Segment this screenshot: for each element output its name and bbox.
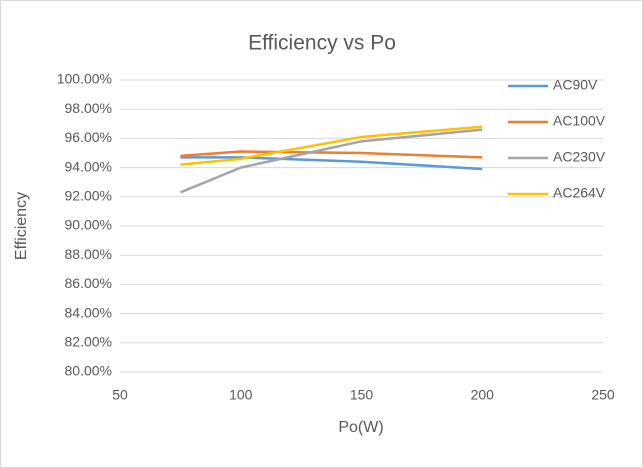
x-tick-label: 50 xyxy=(112,387,128,403)
y-tick-label: 80.00% xyxy=(65,363,112,379)
y-tick-label: 86.00% xyxy=(65,275,112,291)
y-tick-label: 90.00% xyxy=(65,217,112,233)
y-tick-label: 88.00% xyxy=(65,246,112,262)
y-tick-label: 96.00% xyxy=(65,129,112,145)
chart-title: Efficiency vs Po xyxy=(248,32,396,55)
series-line xyxy=(180,150,483,159)
legend-label: AC90V xyxy=(553,77,598,93)
legend-label: AC100V xyxy=(553,113,606,129)
x-axis-label: Po(W) xyxy=(338,419,383,436)
series-line xyxy=(180,125,483,166)
x-tick-label: 200 xyxy=(471,387,495,403)
y-tick-label: 94.00% xyxy=(65,158,112,174)
y-tick-label: 82.00% xyxy=(65,334,112,350)
series-line xyxy=(179,128,483,194)
y-tick-label: 100.00% xyxy=(57,71,112,87)
series-line xyxy=(180,156,483,171)
y-axis-label: Efficiency xyxy=(13,192,30,260)
x-tick-label: 150 xyxy=(350,387,374,403)
y-tick-label: 98.00% xyxy=(65,100,112,116)
y-tick-label: 84.00% xyxy=(65,304,112,320)
x-tick-label: 100 xyxy=(229,387,253,403)
legend-label: AC230V xyxy=(553,149,606,165)
y-tick-label: 92.00% xyxy=(65,188,112,204)
legend-label: AC264V xyxy=(553,185,606,201)
x-tick-label: 250 xyxy=(591,387,615,403)
